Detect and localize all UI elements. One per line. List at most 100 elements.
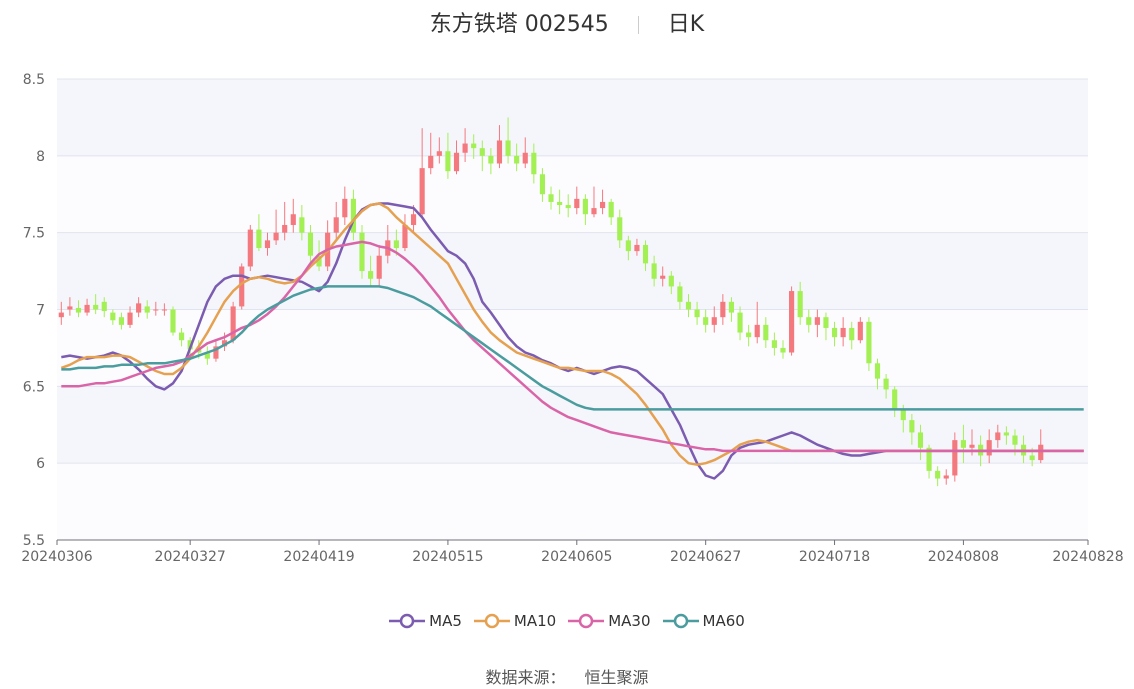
candle-body xyxy=(634,244,640,252)
candle-body xyxy=(986,440,992,456)
candle-body xyxy=(496,140,503,164)
candle-body xyxy=(333,217,339,233)
candle-body xyxy=(746,332,752,338)
candle-body xyxy=(307,232,314,256)
candle-body xyxy=(350,198,356,233)
candle-body xyxy=(557,201,563,206)
candle-body xyxy=(831,327,838,338)
candle-body xyxy=(419,168,425,215)
y-tick-label: 7.5 xyxy=(23,226,45,242)
candle-body xyxy=(453,152,460,172)
legend-item-ma60[interactable]: MA60 xyxy=(662,612,745,630)
candle-body xyxy=(814,317,820,325)
candle-body xyxy=(505,140,511,156)
legend-label: MA10 xyxy=(513,612,557,630)
legend-marker-icon xyxy=(662,613,699,629)
candle-body xyxy=(857,321,863,341)
candle-body xyxy=(282,224,288,233)
legend-item-ma10[interactable]: MA10 xyxy=(473,612,557,630)
legend-item-ma30[interactable]: MA30 xyxy=(568,612,651,630)
candle-body xyxy=(514,155,520,164)
candle-body xyxy=(462,143,468,153)
candle-body xyxy=(213,346,219,359)
y-tick-label: 6 xyxy=(36,456,45,472)
candle-body xyxy=(471,143,477,149)
candle-body xyxy=(728,301,735,313)
candle-body xyxy=(943,475,949,479)
candle-body xyxy=(67,306,73,310)
candle-body xyxy=(316,255,322,267)
legend-label: MA30 xyxy=(608,612,651,630)
grid-band xyxy=(57,463,1088,540)
candle-body xyxy=(118,317,125,325)
candle-body xyxy=(599,201,606,209)
y-tick-label: 7 xyxy=(36,303,45,319)
candle-body xyxy=(488,155,494,164)
candle-body xyxy=(127,312,133,325)
candle-body xyxy=(522,152,528,164)
y-tick-label: 8.5 xyxy=(23,72,45,88)
candle-body xyxy=(264,240,271,249)
candle-body xyxy=(874,363,881,379)
grid-band xyxy=(57,79,1088,156)
x-tick-label: 20240718 xyxy=(799,549,870,565)
candle-body xyxy=(445,151,451,172)
candle-body xyxy=(720,301,726,318)
legend-marker-icon xyxy=(389,613,426,629)
candle-body xyxy=(651,263,657,279)
grid-band xyxy=(57,309,1088,387)
candle-body xyxy=(204,352,210,359)
candle-body xyxy=(290,214,296,225)
candle-body xyxy=(591,208,597,215)
candle-body xyxy=(565,205,571,209)
candle-body xyxy=(299,217,305,233)
candle-body xyxy=(668,275,674,287)
candle-body xyxy=(909,420,915,433)
candle-body xyxy=(849,327,855,341)
candle-body xyxy=(677,286,683,302)
candle-body xyxy=(75,307,82,313)
source-label: 数据来源： xyxy=(485,668,566,687)
candle-body xyxy=(823,317,829,328)
y-tick-label: 5.5 xyxy=(23,533,45,549)
candle-body xyxy=(789,291,795,353)
candle-body xyxy=(737,312,743,333)
candle-body xyxy=(221,340,228,347)
candle-body xyxy=(866,321,872,364)
candle-body xyxy=(840,327,846,338)
candle-body xyxy=(625,240,631,252)
candle-body xyxy=(917,432,924,448)
data-source: 数据来源： 恒生聚源 xyxy=(0,664,1134,688)
candle-body xyxy=(256,229,262,249)
x-tick-label: 20240327 xyxy=(155,549,226,565)
y-tick-label: 8 xyxy=(36,149,45,165)
candle-body xyxy=(247,229,253,267)
candle-body xyxy=(1038,444,1044,461)
source-value: 恒生聚源 xyxy=(584,668,649,687)
candle-body xyxy=(1012,435,1018,445)
legend-item-ma5[interactable]: MA5 xyxy=(389,612,462,630)
candle-body xyxy=(479,148,485,156)
x-tick-label: 20240605 xyxy=(541,549,612,565)
candle-body xyxy=(926,447,932,471)
candle-body xyxy=(995,432,1001,441)
candle-body xyxy=(101,301,107,312)
candle-body xyxy=(797,291,803,318)
candle-body xyxy=(402,224,408,249)
candle-body xyxy=(900,409,906,421)
stock-name: 东方铁塔 002545 xyxy=(429,12,609,37)
candle-body xyxy=(110,312,116,321)
legend-marker-icon xyxy=(568,613,605,629)
candle-body xyxy=(703,317,709,325)
candle-body xyxy=(342,198,348,218)
candle-body xyxy=(642,244,649,264)
candle-body xyxy=(410,214,417,225)
candle-body xyxy=(84,304,90,313)
candle-body xyxy=(58,312,64,318)
candle-body xyxy=(806,317,812,325)
x-tick-label: 20240419 xyxy=(283,549,354,565)
x-tick-label: 20240515 xyxy=(412,549,483,565)
candle-body xyxy=(161,309,167,311)
period-label[interactable]: 日K xyxy=(667,12,705,37)
